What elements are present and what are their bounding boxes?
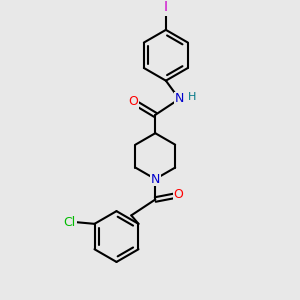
Text: N: N — [175, 92, 184, 106]
Text: H: H — [188, 92, 196, 102]
Text: O: O — [128, 95, 138, 108]
Text: I: I — [164, 0, 168, 14]
Text: N: N — [151, 172, 160, 186]
Text: Cl: Cl — [64, 216, 76, 229]
Text: O: O — [174, 188, 184, 201]
